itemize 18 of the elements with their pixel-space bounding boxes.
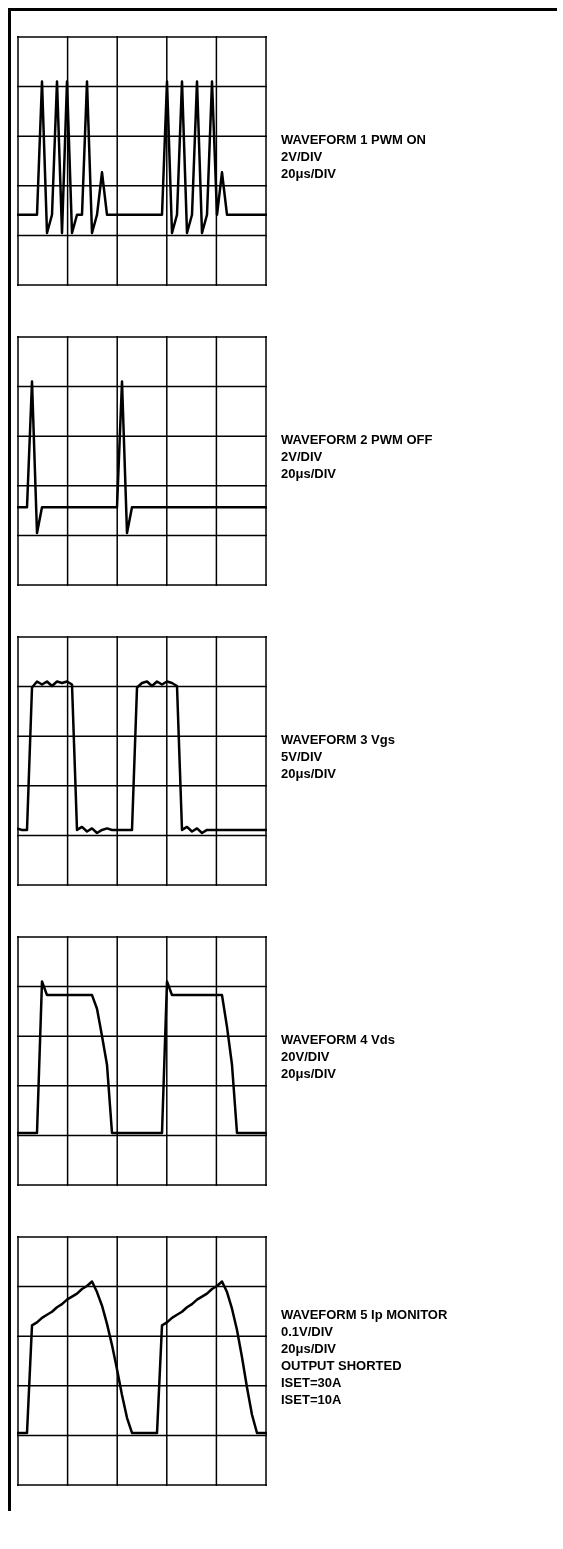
text: 20μs/DIV [281,1340,337,1356]
text: 2V/DIV [281,449,323,464]
text: 20μs/DIV [281,766,337,781]
text: WAVEFORM 5 Ip MONITOR [281,1306,448,1322]
text: 20μs/DIV [281,1066,337,1081]
text: WAVEFORM 2 PWM OFF [281,432,433,447]
text: WAVEFORM 4 Vds [281,1032,395,1047]
text: 5V/DIV [281,749,323,764]
text: WAVEFORM 3 Vgs [281,732,395,747]
text: 20μs/DIV [281,166,337,181]
text: 20V/DIV [281,1049,330,1064]
text: OUTPUT SHORTED [281,1357,402,1373]
text: 0.1V/DIV [281,1323,334,1339]
text: 20μs/DIV [281,466,337,481]
text: ISET=30A [281,1374,342,1390]
text: ISET=10A [281,1391,342,1407]
text: 2V/DIV [281,149,323,164]
text: WAVEFORM 1 PWM ON [281,132,426,147]
